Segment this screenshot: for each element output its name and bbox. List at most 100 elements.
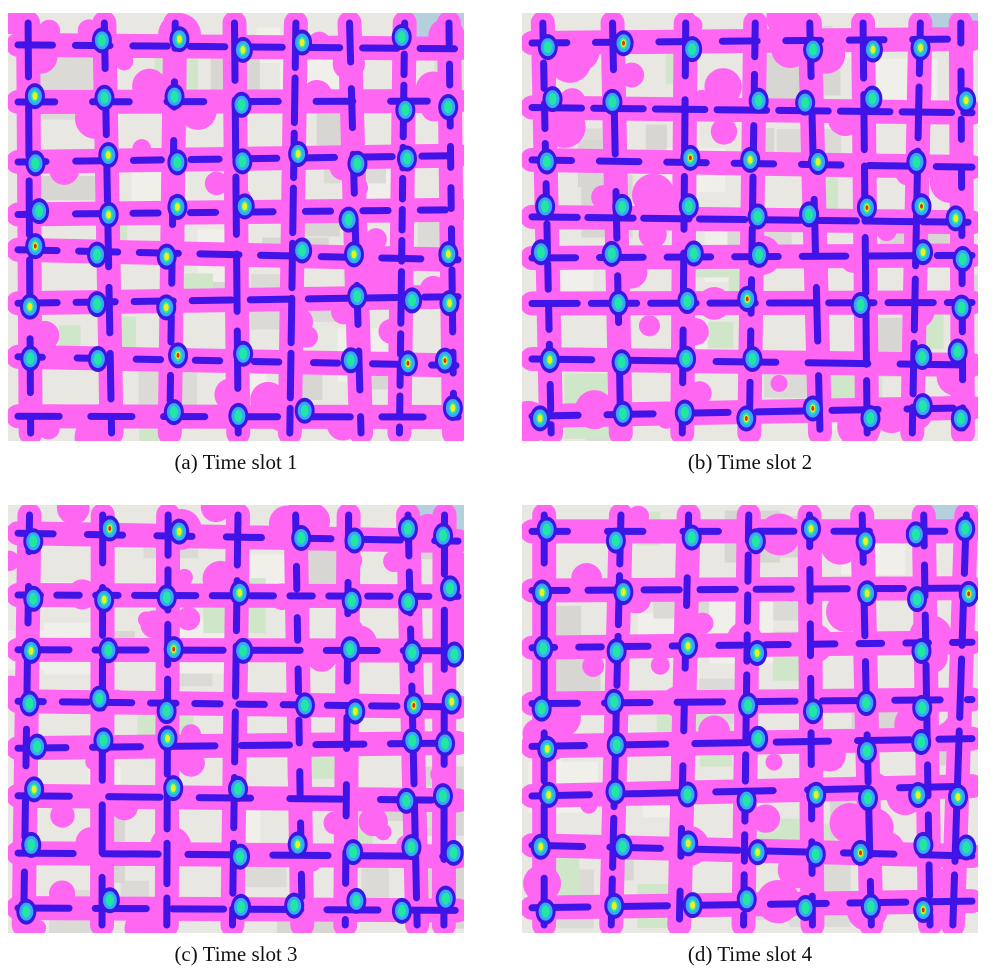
hotspot [27, 839, 35, 851]
hotspot [811, 406, 814, 411]
hotspot [163, 705, 171, 717]
heat-patch [651, 656, 670, 675]
hotspot [543, 156, 551, 168]
hotspot [177, 353, 180, 358]
hotspot [403, 152, 411, 164]
heat-patch [937, 866, 962, 891]
hotspot [962, 842, 970, 854]
hotspot [100, 92, 108, 104]
heat-patch [346, 620, 362, 636]
heat-patch [181, 724, 201, 744]
hotspot [685, 200, 693, 212]
hotspot [863, 745, 871, 757]
hotspot [545, 745, 550, 753]
hotspot [238, 155, 246, 167]
hotspot [612, 535, 620, 547]
hotspot [351, 250, 356, 258]
hotspot [175, 203, 180, 211]
hotspot [868, 93, 876, 105]
hotspot [450, 649, 458, 661]
hotspot [412, 703, 415, 708]
hotspot [170, 406, 178, 418]
hotspot [917, 645, 925, 657]
heat-patch [766, 754, 783, 771]
heat-patch [176, 569, 193, 586]
hotspot [685, 642, 690, 650]
hotspot [754, 210, 762, 222]
hotspot [613, 739, 621, 751]
hotspot [172, 647, 175, 652]
hotspot [402, 795, 410, 807]
hotspot [353, 158, 361, 170]
hotspot [748, 353, 756, 365]
heat-patch [362, 264, 392, 294]
figure: (a) Time slot 1 (b) Time slot 2 (c) Time… [0, 0, 997, 972]
hotspot [612, 786, 620, 798]
heat-patch [365, 228, 387, 250]
hotspot [106, 151, 111, 159]
hotspot [755, 249, 763, 261]
hotspot [538, 843, 543, 851]
heat-patch [828, 102, 863, 137]
hotspot [93, 298, 101, 310]
hotspot [618, 201, 626, 213]
hotspot [690, 901, 695, 909]
hotspot [808, 525, 813, 533]
hotspot [816, 158, 821, 166]
hotspot [688, 532, 696, 544]
hotspot [31, 157, 39, 169]
hotspot [542, 906, 550, 918]
hotspot [859, 850, 862, 855]
hotspot [173, 156, 181, 168]
hotspot [544, 41, 552, 53]
hotspot [547, 356, 552, 364]
hotspot [408, 647, 416, 659]
hotspot [546, 791, 551, 799]
hotspot [29, 593, 37, 605]
hotspot [237, 589, 242, 597]
hotspot [300, 39, 305, 47]
hotspot [164, 303, 169, 311]
hotspot [802, 902, 810, 914]
hotspot [350, 534, 358, 546]
heat-patch [177, 749, 205, 777]
hotspot [743, 893, 751, 905]
hotspot [408, 735, 416, 747]
hotspot [865, 205, 868, 210]
hotspot [913, 593, 921, 605]
hotspot [348, 595, 356, 607]
hotspot [446, 250, 451, 258]
hotspot [177, 35, 182, 43]
heat-patch [580, 796, 597, 813]
hotspot [967, 591, 970, 596]
hotspot [346, 643, 354, 655]
hotspot [916, 791, 921, 799]
hotspot [94, 353, 102, 365]
hotspot [959, 253, 967, 265]
hotspot [32, 785, 37, 793]
hotspot [106, 894, 114, 906]
hotspot [171, 91, 179, 103]
heat-patch [177, 607, 201, 631]
hotspot [621, 588, 626, 596]
hotspot [177, 528, 182, 536]
heat-patch [430, 766, 447, 783]
hotspot [450, 404, 455, 412]
hotspot [449, 698, 454, 706]
hotspot [619, 841, 627, 853]
hotspot [918, 351, 926, 363]
hotspot [814, 791, 819, 799]
heat-patch [296, 326, 318, 348]
hotspot [612, 902, 617, 910]
caption: (c) Time slot 3 [8, 942, 464, 967]
heat-patch [179, 92, 216, 129]
hotspot [29, 647, 34, 655]
hotspot [541, 200, 549, 212]
hotspot [347, 354, 355, 366]
heat-patch [639, 220, 667, 248]
hotspot [917, 736, 925, 748]
hotspot [608, 96, 616, 108]
hotspot [812, 848, 820, 860]
hotspot [682, 353, 690, 365]
hotspot [615, 297, 623, 309]
